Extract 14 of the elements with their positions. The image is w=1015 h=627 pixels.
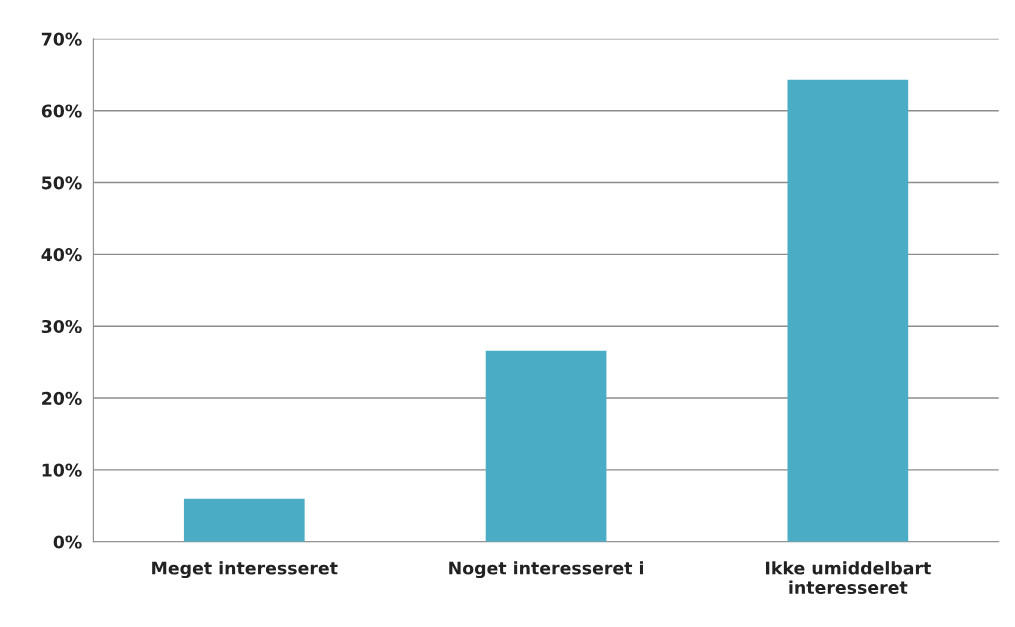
x-tick-label: Meget interesseret xyxy=(152,561,338,579)
y-tick-label: 10% xyxy=(42,463,82,477)
y-tick-label: 0% xyxy=(53,535,82,549)
y-tick-label: 40% xyxy=(41,248,82,262)
y-tick-label: 70% xyxy=(41,32,82,46)
y-tick-label: 60% xyxy=(41,104,82,118)
bar xyxy=(787,79,909,542)
y-tick-label: 20% xyxy=(42,391,82,405)
y-tick-label: 50% xyxy=(42,176,82,190)
y-tick-label: 30% xyxy=(41,319,82,334)
x-tick-label: Noget interesseret i xyxy=(449,561,644,579)
x-tick-label: Ikke umiddelbart interesseret xyxy=(766,561,931,595)
bar xyxy=(183,498,305,542)
bar xyxy=(485,350,607,542)
